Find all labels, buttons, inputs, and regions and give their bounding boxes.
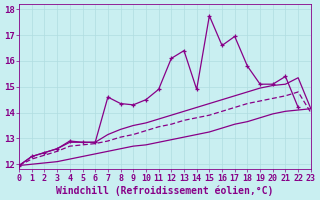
X-axis label: Windchill (Refroidissement éolien,°C): Windchill (Refroidissement éolien,°C) bbox=[56, 185, 274, 196]
